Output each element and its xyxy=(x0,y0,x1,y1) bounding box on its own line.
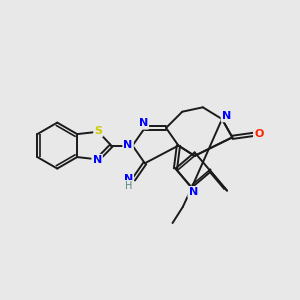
Text: N: N xyxy=(124,174,133,184)
Text: N: N xyxy=(188,187,198,197)
Text: H: H xyxy=(124,181,132,191)
Text: N: N xyxy=(222,111,231,121)
Text: O: O xyxy=(254,129,263,140)
Text: N: N xyxy=(92,155,102,165)
Text: N: N xyxy=(124,140,133,150)
Text: S: S xyxy=(94,126,102,136)
Text: N: N xyxy=(139,118,148,128)
